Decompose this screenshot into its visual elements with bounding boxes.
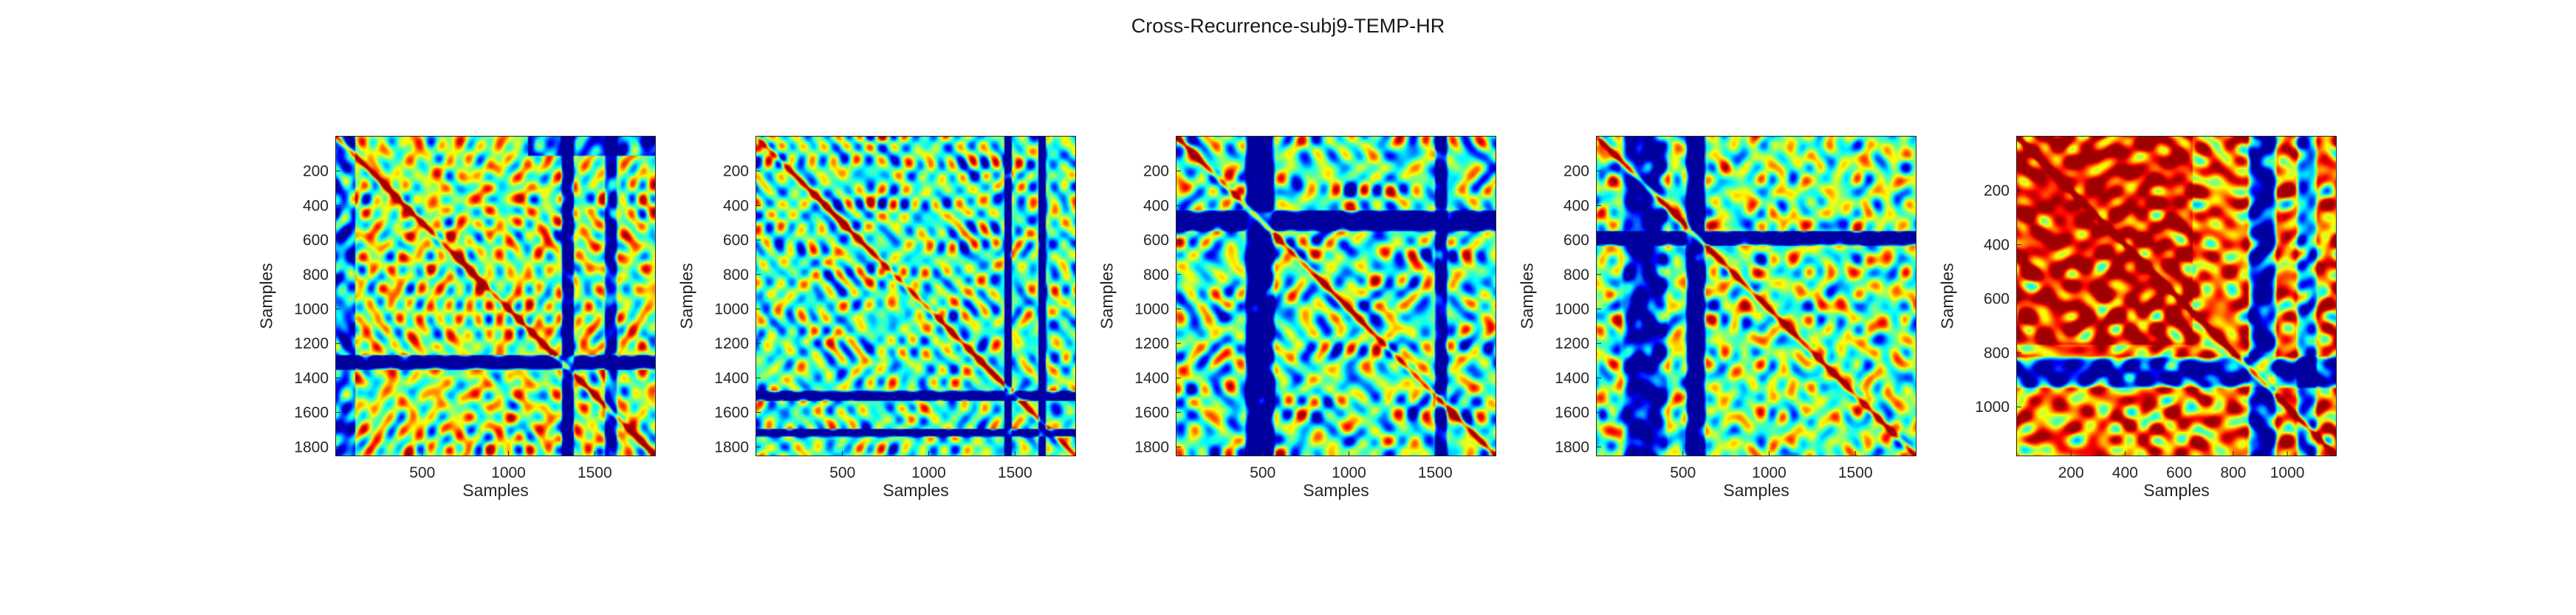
y-axis-label: Samples [256, 263, 276, 329]
heatmap-plot-area [1596, 136, 1916, 456]
heatmap-panel-1: 500 1000 1500 200 400 600 800 1000 1200 1400 1600 1… [257, 136, 656, 500]
y-tick-label: 1400 [714, 370, 749, 387]
y-tick-label: 400 [723, 197, 749, 214]
x-tick-label: 500 [1670, 464, 1696, 481]
heatmap-panel-4: 500 1000 1500 200 400 600 800 1000 1200 1400 1600 1… [1518, 136, 1916, 500]
y-tick-label: 1400 [294, 370, 329, 387]
x-tick-label: 1500 [1838, 464, 1873, 481]
y-tick-label: 200 [1984, 182, 2010, 199]
y-tick-label: 800 [723, 267, 749, 284]
y-axis-label: Samples [1937, 263, 1957, 329]
y-tick-label: 1600 [294, 405, 329, 422]
figure-title: Cross-Recurrence-subj9-TEMP-HR [1131, 15, 1445, 37]
y-tick-label: 200 [1563, 163, 1589, 180]
y-tick-label: 600 [303, 232, 329, 249]
heatmap-image [2017, 137, 2336, 456]
heatmap-image [756, 137, 1075, 456]
y-tick-label: 1000 [1975, 399, 2010, 416]
y-tick-label: 1000 [1555, 301, 1589, 318]
y-tick-label: 1600 [714, 405, 749, 422]
y-tick-label: 600 [1984, 291, 2010, 308]
y-tick-label: 400 [303, 197, 329, 214]
y-tick-label: 1400 [1555, 370, 1589, 387]
y-tick-label: 800 [1984, 345, 2010, 362]
x-tick-label: 1000 [491, 464, 526, 481]
y-tick-label: 1200 [714, 335, 749, 352]
y-tick-label: 800 [1143, 267, 1169, 284]
heatmap-panel-5: 200 400 600 800 1000 200 400 600 800 1000 Samples… [1938, 136, 2337, 500]
x-tick-label: 500 [1250, 464, 1275, 481]
heatmap-plot-area [756, 136, 1076, 456]
y-axis-label: Samples [1097, 263, 1117, 329]
y-tick-label: 200 [303, 163, 329, 180]
heatmap-image [1176, 137, 1496, 456]
heatmap-plot-area [1176, 136, 1496, 456]
y-tick-label: 800 [303, 267, 329, 284]
x-tick-label: 1500 [998, 464, 1032, 481]
y-tick-label: 800 [1563, 267, 1589, 284]
x-tick-label: 1500 [1418, 464, 1453, 481]
x-tick-label: 200 [2058, 464, 2084, 481]
x-tick-label: 400 [2112, 464, 2138, 481]
x-tick-label: 500 [829, 464, 855, 481]
y-tick-label: 1800 [1555, 439, 1589, 456]
y-tick-label: 200 [723, 163, 749, 180]
y-tick-label: 600 [1563, 232, 1589, 249]
y-tick-label: 1800 [1134, 439, 1169, 456]
y-tick-label: 1000 [714, 301, 749, 318]
y-tick-label: 1200 [294, 335, 329, 352]
y-tick-label: 1000 [1134, 301, 1169, 318]
y-tick-label: 1600 [1555, 405, 1589, 422]
x-axis-label: Samples [462, 481, 529, 500]
x-tick-label: 1000 [1332, 464, 1366, 481]
y-tick-label: 400 [1563, 197, 1589, 214]
x-tick-label: 500 [409, 464, 435, 481]
heatmap-image [336, 137, 655, 456]
y-tick-label: 400 [1984, 236, 2010, 253]
x-axis-label: Samples [1303, 481, 1369, 500]
y-tick-label: 600 [1143, 232, 1169, 249]
x-axis-label: Samples [883, 481, 949, 500]
y-tick-label: 400 [1143, 197, 1169, 214]
y-tick-label: 1800 [714, 439, 749, 456]
y-tick-label: 1000 [294, 301, 329, 318]
x-tick-label: 1000 [911, 464, 946, 481]
y-axis-label: Samples [676, 263, 696, 329]
heatmap-panel-2: 500 1000 1500 200 400 600 800 1000 1200 1400 1600 1… [677, 136, 1076, 500]
y-axis-label: Samples [1517, 263, 1537, 329]
x-axis-label: Samples [2143, 481, 2210, 500]
y-tick-label: 200 [1143, 163, 1169, 180]
heatmap-plot-area [2016, 136, 2337, 456]
x-tick-label: 1000 [1752, 464, 1787, 481]
y-tick-label: 1800 [294, 439, 329, 456]
y-tick-label: 1600 [1134, 405, 1169, 422]
y-tick-label: 1200 [1134, 335, 1169, 352]
heatmap-panel-3: 500 1000 1500 200 400 600 800 1000 1200 1400 1600 1… [1097, 136, 1496, 500]
y-tick-label: 1400 [1134, 370, 1169, 387]
y-tick-label: 600 [723, 232, 749, 249]
x-tick-label: 600 [2166, 464, 2192, 481]
x-axis-label: Samples [1723, 481, 1789, 500]
heatmap-image [1597, 137, 1916, 456]
y-tick-label: 1200 [1555, 335, 1589, 352]
x-tick-label: 1500 [578, 464, 612, 481]
x-tick-label: 800 [2220, 464, 2246, 481]
heatmap-plot-area [335, 136, 656, 456]
x-tick-label: 1000 [2270, 464, 2305, 481]
